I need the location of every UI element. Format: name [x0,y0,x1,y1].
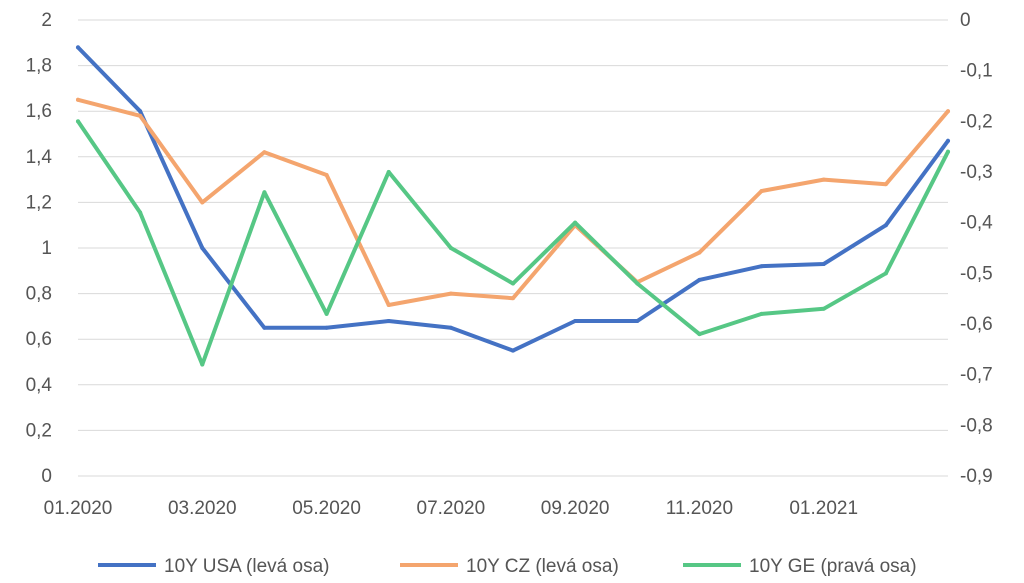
data-point-cz [697,250,702,255]
data-point-ge [262,190,267,195]
data-point-ge [697,332,702,337]
left-axis-tick-label: 1,8 [26,56,52,77]
data-point-usa [697,277,702,282]
left-axis-tick-label: 0,2 [26,420,52,441]
series-lines [76,45,950,367]
data-point-cz [946,109,950,114]
right-axis-tick-label: -0,2 [960,111,993,132]
legend: 10Y USA (levá osa) 10Y CZ (levá osa) 10Y G… [98,556,917,577]
data-point-cz [386,303,391,307]
x-axis-tick-label: 01.2020 [44,498,113,519]
data-point-ge [324,311,329,316]
data-point-usa [386,318,391,323]
data-point-ge [200,362,205,367]
right-axis-tick-label: -0,3 [960,162,993,183]
data-point-usa [883,223,888,228]
x-axis-tick-label: 01.2021 [789,498,858,519]
x-axis-ticks: 01.2020 03.2020 05.2020 07.2020 09.2020 11.20… [44,498,858,519]
left-axis-ticks: 0 0,2 0,4 0,6 0,8 1 1,2 1,4 1,6 1,8 2 [26,10,53,487]
right-axis-tick-label: -0,4 [960,213,993,234]
data-point-ge [511,281,515,286]
data-point-cz [200,200,205,205]
right-axis-ticks: -0,9 -0,8 -0,7 -0,6 -0,5 -0,4 -0,3 -0,2 -0,1 0 [960,10,993,487]
data-point-cz [138,113,143,118]
right-axis-tick-label: 0 [960,10,971,31]
x-axis-tick-label: 07.2020 [417,498,486,519]
data-point-cz [76,97,80,102]
data-point-ge [573,220,578,225]
left-axis-tick-label: 1,6 [26,101,52,122]
data-point-usa [76,45,80,50]
right-axis-tick-label: -0,1 [960,61,993,82]
data-point-ge [946,149,950,154]
left-axis-tick-label: 0,4 [26,375,53,396]
data-point-usa [821,261,826,266]
right-axis-tick-label: -0,9 [960,466,993,487]
data-point-ge [635,281,640,286]
data-point-cz [511,296,515,301]
right-axis-tick-label: -0,8 [960,415,993,436]
data-point-usa [200,246,205,250]
left-axis-tick-label: 0,6 [26,329,52,350]
data-point-usa [324,325,329,330]
legend-label: 10Y CZ (levá osa) [466,556,619,577]
series-line-ge [76,119,950,367]
legend-label: 10Y GE (pravá osa) [749,556,917,577]
left-axis-tick-label: 1 [41,238,52,259]
right-axis-tick-label: -0,7 [960,365,993,386]
left-axis-tick-label: 1,2 [26,192,52,213]
data-point-ge [759,311,764,316]
data-point-usa [759,264,764,269]
left-axis-tick-label: 1,4 [26,147,53,168]
data-point-cz [883,182,888,187]
data-point-ge [386,170,391,174]
data-point-cz [448,291,453,296]
x-axis-tick-label: 05.2020 [292,498,361,519]
left-axis-tick-label: 0,8 [26,284,52,305]
x-axis-tick-label: 11.2020 [666,498,733,519]
data-point-usa [138,109,143,114]
left-axis-tick-label: 2 [41,10,52,31]
right-axis-tick-label: -0,6 [960,314,993,335]
data-point-ge [138,210,143,215]
data-point-cz [759,189,764,193]
left-axis-tick-label: 0 [41,466,52,487]
data-point-usa [448,325,453,330]
data-point-usa [573,318,578,323]
data-point-cz [262,150,267,155]
data-point-usa [946,138,950,143]
data-point-ge [821,306,826,311]
data-point-ge [883,271,888,276]
data-point-usa [635,318,640,323]
right-axis-tick-label: -0,5 [960,263,993,284]
data-point-ge [76,119,80,124]
data-point-ge [448,246,453,250]
x-axis-tick-label: 03.2020 [168,498,237,519]
data-point-usa [511,348,515,353]
data-point-cz [821,177,826,182]
data-point-cz [324,173,329,178]
legend-label: 10Y USA (levá osa) [164,556,329,577]
data-point-usa [262,325,267,330]
x-axis-tick-label: 09.2020 [541,498,610,519]
grid [78,19,948,477]
